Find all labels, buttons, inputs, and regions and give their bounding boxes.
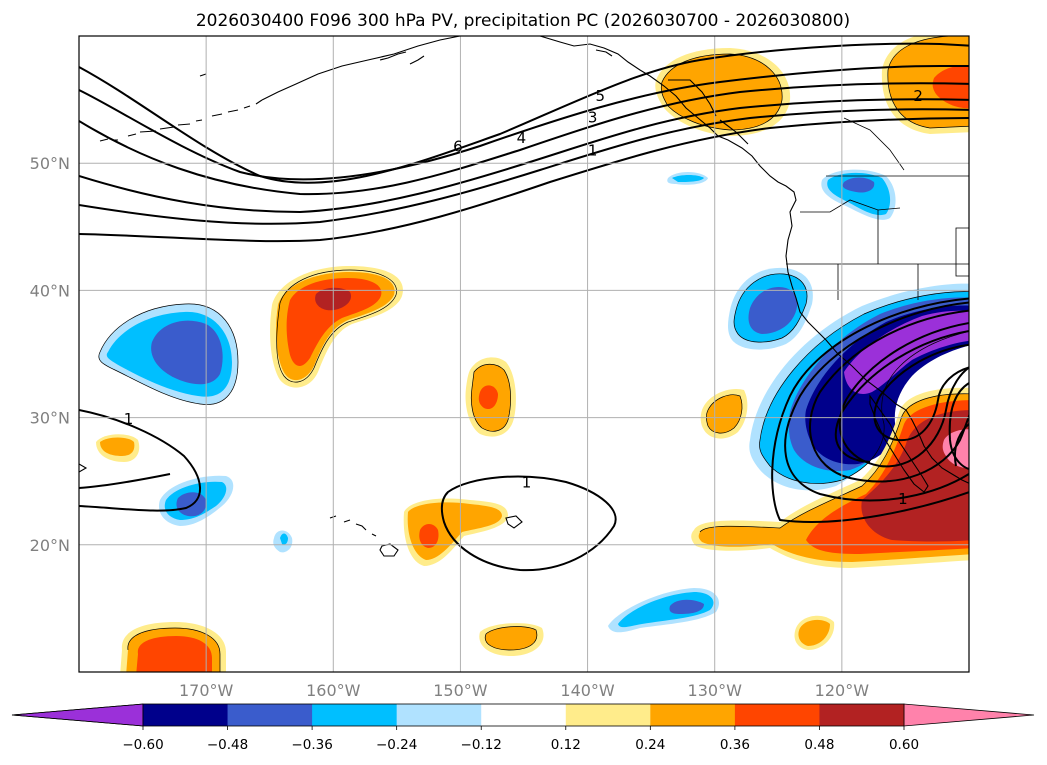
contour-label: 6	[453, 138, 463, 156]
colorbar-tick-label: −0.12	[461, 737, 502, 753]
colorbar-tick-label: −0.36	[291, 737, 332, 753]
latitude-tick-labels: 20°N 30°N 40°N 50°N	[30, 154, 70, 555]
chart-title: 2026030400 F096 300 hPa PV, precipitatio…	[196, 11, 850, 31]
precip-anomaly-negative	[98, 303, 239, 405]
lat-tick-label: 50°N	[30, 154, 70, 173]
colorbar-segment	[734, 704, 820, 726]
colorbar-segment	[227, 704, 313, 726]
precip-anomaly-negative	[821, 169, 896, 220]
contour-label: 1	[588, 141, 598, 159]
contour-label: 1	[522, 473, 532, 491]
lon-tick-label: 170°W	[179, 681, 234, 700]
contour-label: 2	[913, 87, 923, 105]
gridlines	[79, 36, 969, 672]
colorbar-segment	[481, 704, 567, 726]
precip-anomaly-positive	[403, 498, 508, 566]
lon-tick-label: 130°W	[688, 681, 743, 700]
precip-anomaly-positive	[96, 434, 140, 462]
colorbar-tick-label: 0.36	[720, 737, 750, 753]
longitude-tick-labels: 170°W 160°W 150°W 140°W 130°W 120°W	[179, 681, 869, 700]
precip-anomaly-positive	[479, 623, 544, 656]
precip-anomaly-negative	[667, 172, 708, 185]
contour-label: 1	[898, 490, 908, 508]
lon-tick-label: 120°W	[815, 681, 870, 700]
colorbar-tick-label: 0.60	[889, 737, 919, 753]
colorbar-tick-label: −0.24	[376, 737, 417, 753]
lon-tick-label: 140°W	[560, 681, 615, 700]
lat-tick-label: 40°N	[30, 281, 70, 300]
pv-contour-labels: 6 5 4 3 1 2 1 1 1	[124, 87, 923, 508]
colorbar-segment	[819, 704, 905, 726]
colorbar-tick-label: 0.12	[551, 737, 581, 753]
lat-tick-label: 20°N	[30, 536, 70, 555]
colorbar-tick-label: 0.24	[635, 737, 665, 753]
colorbar-tick-label: 0.48	[804, 737, 834, 753]
colorbar-segment	[650, 704, 736, 726]
colorbar-tick-label: −0.48	[207, 737, 248, 753]
precip-anomaly-positive	[465, 357, 516, 437]
political-borders	[786, 117, 969, 300]
lon-tick-label: 150°W	[433, 681, 488, 700]
colorbar-segment	[565, 704, 651, 726]
lat-tick-label: 30°N	[30, 409, 70, 428]
precip-anomaly-positive	[700, 388, 748, 439]
colorbar-segment	[312, 704, 398, 726]
colorbar-extend-high	[903, 703, 1035, 727]
contour-label: 5	[596, 87, 606, 105]
colorbar: −0.60 −0.48 −0.36 −0.24 −0.12 0.12 0.24 0.36 0.4…	[11, 703, 1035, 753]
precip-anomaly-positive	[794, 615, 835, 650]
precip-anomaly-negative	[608, 588, 720, 633]
contour-label: 3	[588, 108, 598, 126]
precip-anomaly-positive	[655, 48, 791, 136]
colorbar-segment	[143, 704, 229, 726]
colorbar-tick-label: −0.60	[122, 737, 163, 753]
precip-anomaly-positive	[120, 622, 226, 672]
precip-anomaly-negative	[273, 530, 293, 553]
precip-fill-layer	[96, 36, 969, 672]
colorbar-segment	[396, 704, 482, 726]
contour-label: 4	[517, 129, 527, 147]
contour-label: 1	[124, 410, 134, 428]
colorbar-frame	[142, 703, 905, 727]
pv-contours	[79, 42, 969, 572]
colorbar-extend-low	[11, 703, 144, 727]
lon-tick-label: 160°W	[306, 681, 361, 700]
map-area: 6 5 4 3 1 2 1 1 1	[78, 35, 970, 673]
